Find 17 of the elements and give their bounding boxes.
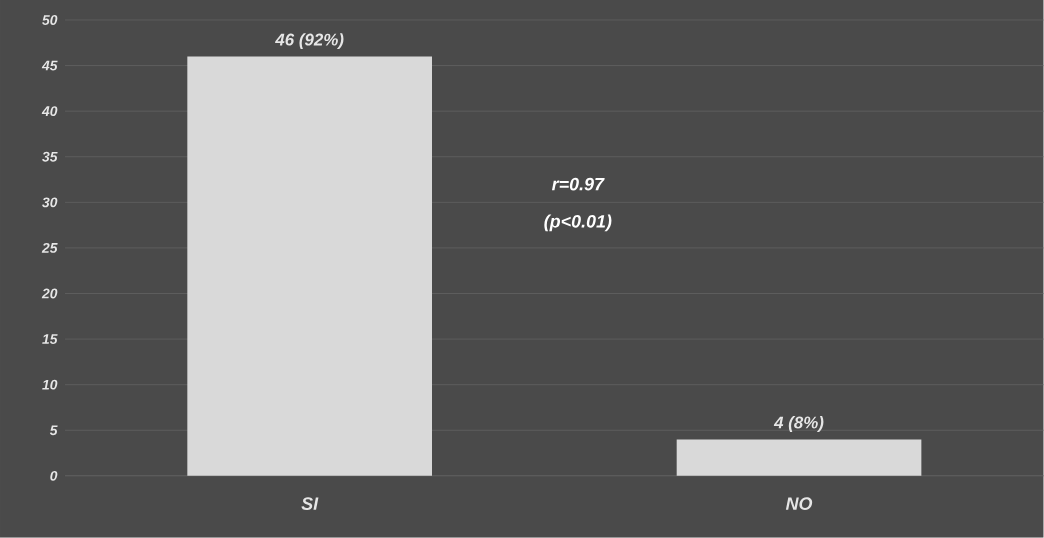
y-tick-label: 30 <box>42 197 58 208</box>
y-tick-label: 35 <box>42 151 58 162</box>
y-tick-label: 45 <box>41 60 58 71</box>
x-tick-label: SI <box>301 497 319 511</box>
annotation: r=0.97 <box>551 177 605 191</box>
data-label: 4 (8%) <box>773 416 824 432</box>
annotation: (p<0.01) <box>544 214 612 232</box>
y-tick-label: 0 <box>50 470 58 481</box>
y-tick-label: 50 <box>42 15 58 25</box>
y-tick-label: 15 <box>42 334 58 345</box>
y-tick-label: 5 <box>49 425 58 436</box>
y-tick-label: 40 <box>41 106 58 117</box>
y-tick-label: 20 <box>41 288 58 299</box>
data-label: 46 (92%) <box>275 33 344 50</box>
x-tick-label: NO <box>785 497 813 511</box>
y-tick-label: 10 <box>42 379 58 390</box>
y-tick-label: 25 <box>41 243 58 253</box>
